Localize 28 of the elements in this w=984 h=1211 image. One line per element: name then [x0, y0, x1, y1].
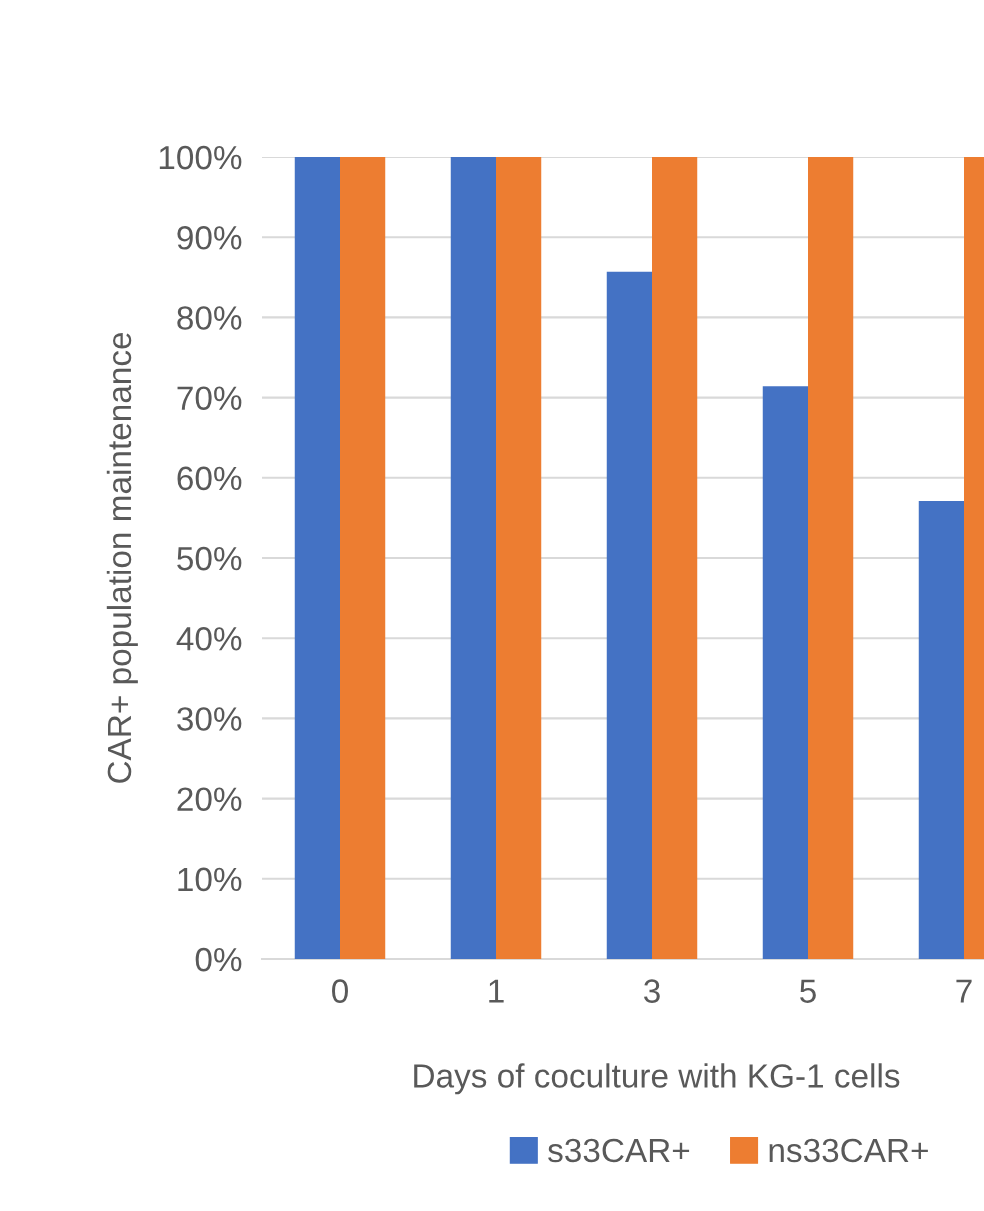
- y-axis-title: CAR+ population maintenance: [106, 332, 138, 783]
- legend-label: ns33CAR+: [769, 1138, 928, 1163]
- bar: [762, 386, 808, 959]
- y-tick-label: 20%: [177, 787, 242, 812]
- y-tick-label: 0%: [195, 947, 242, 972]
- y-tick-label: 30%: [177, 707, 242, 731]
- y-tick-label: 40%: [176, 627, 242, 651]
- y-tick-label: 80%: [177, 306, 242, 330]
- x-tick-label: 3: [644, 979, 660, 1003]
- x-tick-label: 7: [956, 979, 972, 1003]
- bar: [294, 157, 340, 959]
- y-tick-label: 60%: [177, 466, 242, 491]
- bar: [606, 271, 652, 959]
- x-tick-label: 0: [332, 979, 348, 1003]
- y-tick-label: 70%: [177, 386, 242, 411]
- x-tick-label: 1: [489, 979, 504, 1003]
- bar: [496, 157, 542, 959]
- y-tick-label: 90%: [177, 226, 242, 250]
- bar: [450, 157, 496, 959]
- y-tick-label: 100%: [159, 145, 242, 170]
- legend-label: s33CAR+: [548, 1138, 690, 1163]
- y-tick-label: 50%: [177, 546, 242, 571]
- bar: [340, 157, 386, 959]
- x-axis-title: Days of coculture with KG-1 cells: [414, 1063, 900, 1095]
- bar: [808, 157, 854, 959]
- x-tick-label: 5: [800, 979, 816, 1003]
- bar: [652, 157, 698, 959]
- y-tick-label: 10%: [178, 867, 242, 892]
